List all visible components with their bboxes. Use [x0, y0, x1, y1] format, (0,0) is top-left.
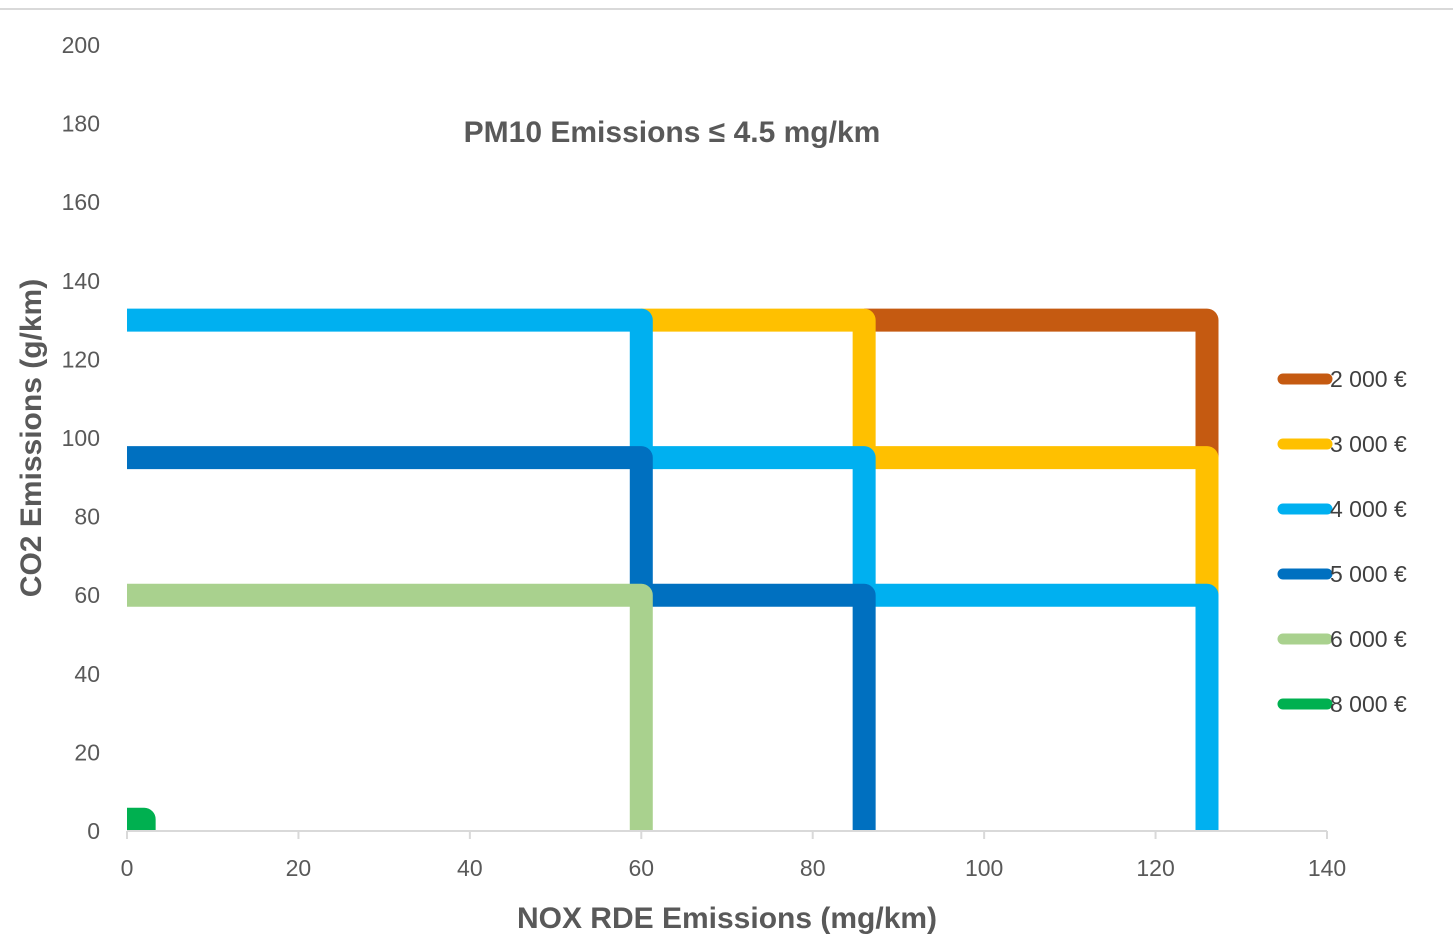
- y-tick-label: 140: [62, 268, 100, 294]
- series-line-5: [127, 583, 653, 831]
- y-tick-label: 100: [62, 425, 100, 451]
- legend-label: 6 000 €: [1330, 626, 1407, 652]
- series-line-2: [864, 446, 1219, 596]
- x-tick-label: 80: [800, 855, 826, 881]
- x-tick-label: 140: [1308, 855, 1346, 881]
- x-tick-label: 100: [965, 855, 1003, 881]
- y-tick-label: 80: [74, 504, 100, 530]
- x-tick-label: 0: [121, 855, 134, 881]
- legend-label: 4 000 €: [1330, 496, 1407, 522]
- x-tick-group: 0 20 40 60 80 100 120 140: [121, 831, 1346, 881]
- series-line-3: [641, 446, 876, 596]
- x-axis-title: NOX RDE Emissions (mg/km): [517, 902, 937, 935]
- series-line-6: [127, 807, 156, 831]
- x-tick-label: 20: [286, 855, 312, 881]
- legend-label: 8 000 €: [1330, 691, 1407, 717]
- legend-label: 5 000 €: [1330, 561, 1407, 587]
- x-tick-label: 60: [628, 855, 654, 881]
- y-axis-title: CO2 Emissions (g/km): [15, 279, 48, 597]
- x-tick-label: 40: [457, 855, 483, 881]
- y-tick-label: 200: [62, 32, 100, 58]
- series-line-4: [127, 446, 653, 596]
- series-line-3: [864, 583, 1219, 831]
- y-tick-label: 160: [62, 189, 100, 215]
- series-line-3: [127, 308, 653, 458]
- legend-label: 2 000 €: [1330, 366, 1407, 392]
- series-line-1: [864, 308, 1219, 458]
- x-tick-label: 120: [1136, 855, 1174, 881]
- legend-label: 3 000 €: [1330, 431, 1407, 457]
- plot-series-group: [127, 308, 1219, 831]
- y-tick-label: 180: [62, 111, 100, 137]
- y-tick-label: 40: [74, 661, 100, 687]
- chart-title: PM10 Emissions ≤ 4.5 mg/km: [464, 116, 881, 149]
- y-tick-group: 0 20 40 60 80 100 120 140 160 180 200: [62, 32, 100, 844]
- top-border: [0, 8, 1453, 10]
- series-line-4: [641, 583, 876, 831]
- series-line-2: [641, 308, 876, 458]
- y-tick-label: 120: [62, 346, 100, 372]
- y-tick-label: 0: [87, 818, 100, 844]
- legend: 2 000 € 3 000 € 4 000 € 5 000 € 6 000 € 8 000…: [1277, 366, 1407, 717]
- y-tick-label: 20: [74, 739, 100, 765]
- y-tick-label: 60: [74, 582, 100, 608]
